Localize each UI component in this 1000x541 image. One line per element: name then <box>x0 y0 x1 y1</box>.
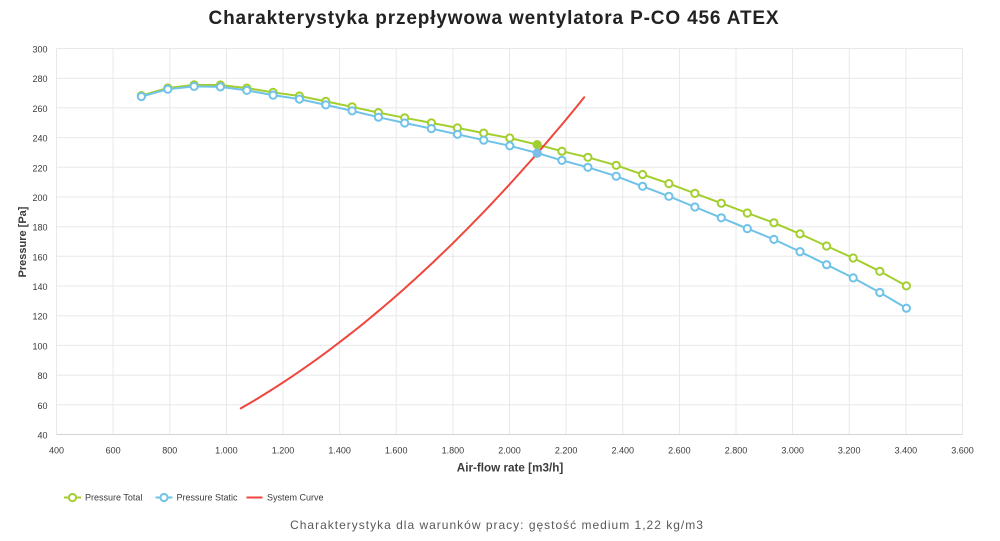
svg-text:200: 200 <box>32 193 47 203</box>
svg-text:300: 300 <box>32 45 47 55</box>
svg-text:280: 280 <box>32 74 47 84</box>
svg-text:1.400: 1.400 <box>328 445 351 455</box>
svg-text:Pressure Static: Pressure Static <box>177 493 239 503</box>
svg-text:800: 800 <box>162 445 177 455</box>
svg-text:40: 40 <box>37 431 47 441</box>
svg-text:2.800: 2.800 <box>725 445 748 455</box>
svg-text:Pressure [Pa]: Pressure [Pa] <box>17 206 29 277</box>
svg-text:Pressure Total: Pressure Total <box>85 493 142 503</box>
svg-text:80: 80 <box>37 371 47 381</box>
svg-text:180: 180 <box>32 223 47 233</box>
svg-text:2.200: 2.200 <box>555 445 578 455</box>
svg-text:60: 60 <box>37 401 47 411</box>
svg-text:160: 160 <box>32 252 47 262</box>
svg-text:1.200: 1.200 <box>272 445 295 455</box>
svg-text:1.000: 1.000 <box>215 445 238 455</box>
svg-text:140: 140 <box>32 282 47 292</box>
svg-text:2.400: 2.400 <box>612 445 635 455</box>
svg-text:1.600: 1.600 <box>385 445 408 455</box>
svg-text:3.000: 3.000 <box>781 445 804 455</box>
svg-text:3.200: 3.200 <box>838 445 861 455</box>
svg-text:2.600: 2.600 <box>668 445 691 455</box>
svg-text:3.600: 3.600 <box>951 445 974 455</box>
svg-text:3.400: 3.400 <box>895 445 918 455</box>
svg-text:Air-flow rate [m3/h]: Air-flow rate [m3/h] <box>457 462 564 475</box>
svg-text:System Curve: System Curve <box>267 493 324 503</box>
svg-text:100: 100 <box>32 341 47 351</box>
svg-text:260: 260 <box>32 104 47 114</box>
svg-text:600: 600 <box>106 445 121 455</box>
svg-text:120: 120 <box>32 312 47 322</box>
svg-text:1.800: 1.800 <box>442 445 465 455</box>
svg-text:220: 220 <box>32 163 47 173</box>
svg-text:2.000: 2.000 <box>498 445 521 455</box>
svg-text:400: 400 <box>49 445 64 455</box>
svg-text:240: 240 <box>32 134 47 144</box>
